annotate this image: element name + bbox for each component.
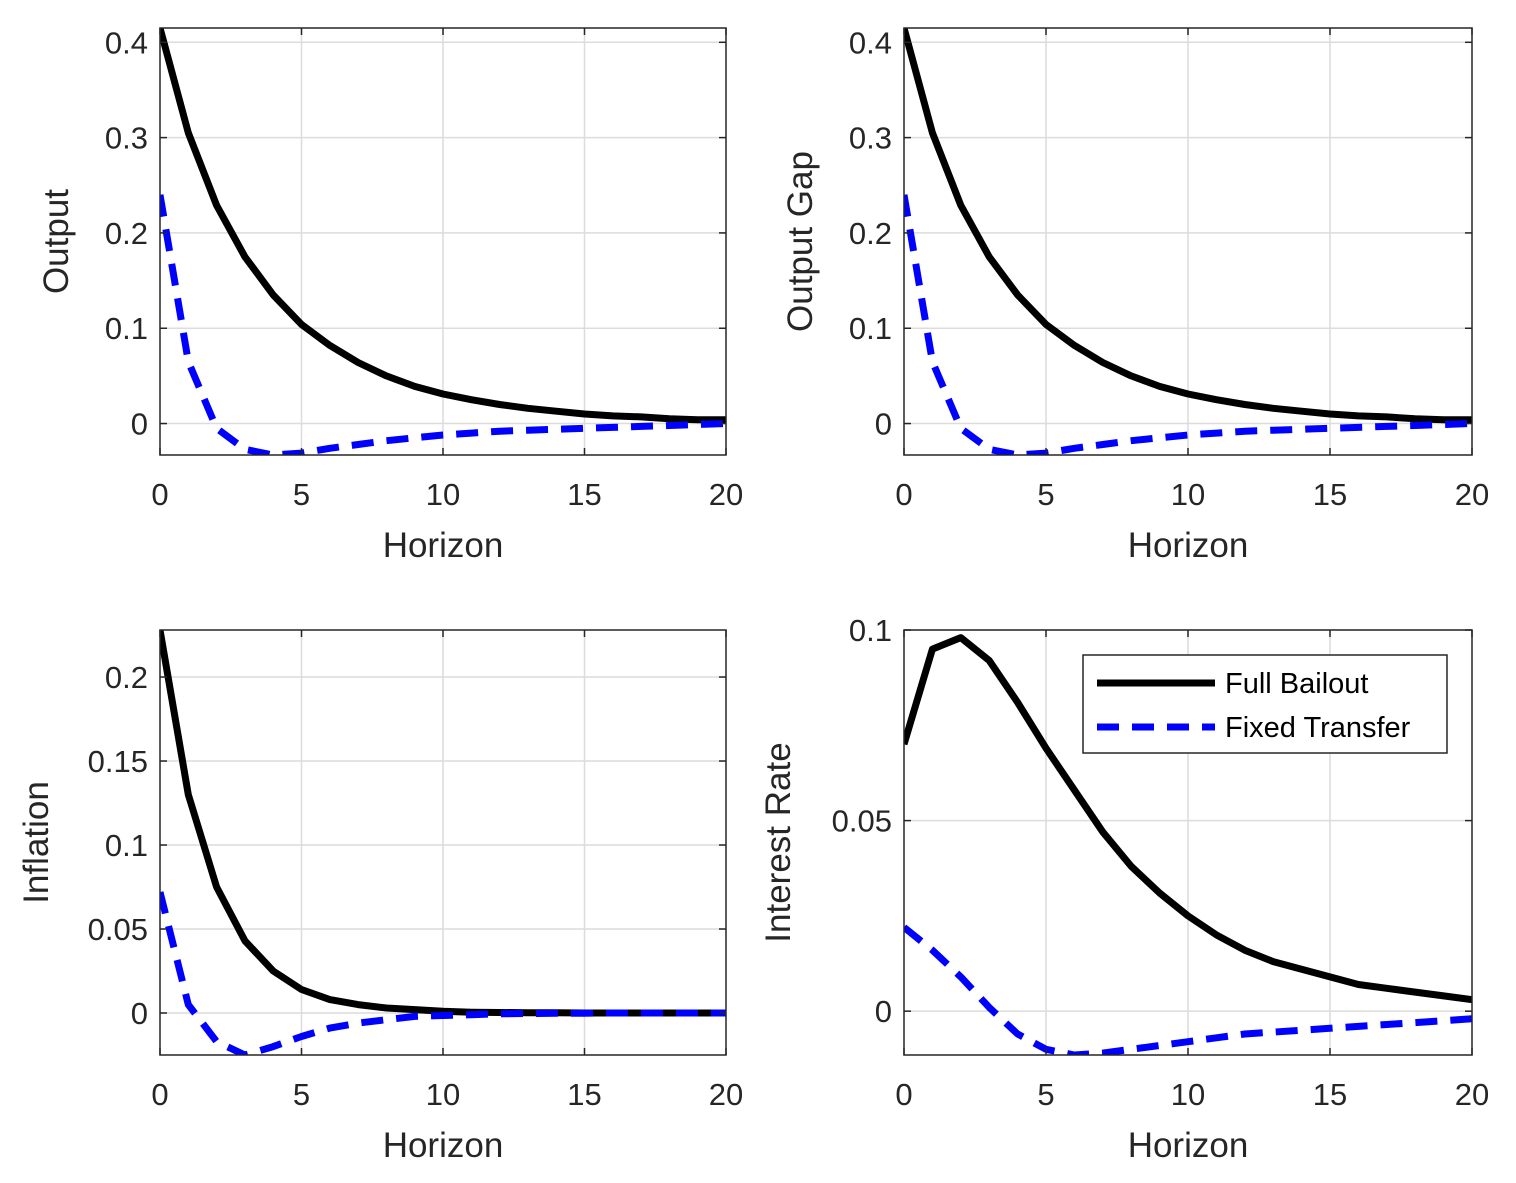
legend: Full Bailout Fixed Transfer <box>1082 654 1448 754</box>
y-tick-label: 0.2 <box>105 216 148 251</box>
panel-inflation: 0 5 10 15 20 0 0.05 0.1 0.15 0.2 Horizon Inflation <box>17 629 743 1165</box>
y-tick-label: 0.1 <box>849 311 892 346</box>
y-tick-label: 0 <box>875 407 892 442</box>
y-tick-label: 0 <box>875 994 892 1029</box>
y-tick-label: 0.4 <box>849 25 892 60</box>
x-tick-label: 0 <box>895 1077 912 1112</box>
x-tick-label: 5 <box>293 1077 310 1112</box>
y-axis-label: Inflation <box>17 781 56 904</box>
series-line-fixed-transfer <box>160 194 726 455</box>
series-line-full-bailout <box>904 634 1472 1004</box>
y-tick-label: 0.1 <box>105 311 148 346</box>
x-tick-label: 15 <box>1313 477 1347 512</box>
y-tick-label: 0.3 <box>849 121 892 156</box>
series-line-fixed-transfer <box>904 194 1472 455</box>
x-tick-label: 5 <box>1037 477 1054 512</box>
x-axis-label: Horizon <box>383 526 504 565</box>
panel-output-gap: 0 5 10 15 20 0 0.1 0.2 0.3 0.4 Horizon Output Gap <box>781 25 1489 565</box>
y-tick-label: 0.05 <box>88 912 148 947</box>
x-tick-label: 5 <box>293 477 310 512</box>
y-tick-label: 0.3 <box>105 121 148 156</box>
y-tick-label: 0.15 <box>88 744 148 779</box>
x-tick-label: 10 <box>426 1077 460 1112</box>
x-tick-label: 0 <box>895 477 912 512</box>
y-tick-label: 0.4 <box>105 25 148 60</box>
y-axis-label: Output <box>37 189 76 294</box>
series-line-fixed-transfer <box>904 924 1472 1055</box>
panel-output: 0 5 10 15 20 0 0.1 0.2 0.3 0.4 Horizon Output <box>37 25 743 565</box>
x-tick-label: 15 <box>1313 1077 1347 1112</box>
x-tick-label: 20 <box>709 477 743 512</box>
x-axis-label: Horizon <box>383 1126 504 1165</box>
y-tick-label: 0.1 <box>105 828 148 863</box>
series-line-full-bailout <box>904 28 1472 424</box>
series-line-full-bailout <box>160 28 726 424</box>
x-axis-label: Horizon <box>1128 1126 1249 1165</box>
y-tick-label: 0.1 <box>849 613 892 648</box>
legend-label: Fixed Transfer <box>1225 712 1411 744</box>
y-tick-label: 0 <box>131 407 148 442</box>
x-tick-label: 20 <box>1455 1077 1489 1112</box>
x-axis-label: Horizon <box>1128 526 1249 565</box>
y-axis-label: Output Gap <box>781 151 820 332</box>
series-line-fixed-transfer <box>160 891 726 1055</box>
legend-label: Full Bailout <box>1225 668 1368 700</box>
x-tick-label: 5 <box>1037 1077 1054 1112</box>
y-tick-label: 0.05 <box>832 804 892 839</box>
panel-interest-rate: 0 5 10 15 20 0 0.05 0.1 Horizon Interest Rate Full… <box>759 613 1489 1165</box>
x-tick-label: 10 <box>1171 1077 1205 1112</box>
y-tick-label: 0.2 <box>105 660 148 695</box>
series-line-full-bailout <box>160 630 726 1017</box>
x-tick-label: 20 <box>1455 477 1489 512</box>
y-tick-label: 0 <box>131 996 148 1031</box>
x-tick-label: 20 <box>709 1077 743 1112</box>
y-tick-label: 0.2 <box>849 216 892 251</box>
x-tick-label: 10 <box>426 477 460 512</box>
y-axis-label: Interest Rate <box>759 742 798 942</box>
legend-box <box>1082 654 1448 754</box>
x-tick-label: 15 <box>567 477 601 512</box>
x-tick-label: 15 <box>567 1077 601 1112</box>
x-tick-label: 0 <box>151 477 168 512</box>
x-tick-label: 10 <box>1171 477 1205 512</box>
x-tick-label: 0 <box>151 1077 168 1112</box>
